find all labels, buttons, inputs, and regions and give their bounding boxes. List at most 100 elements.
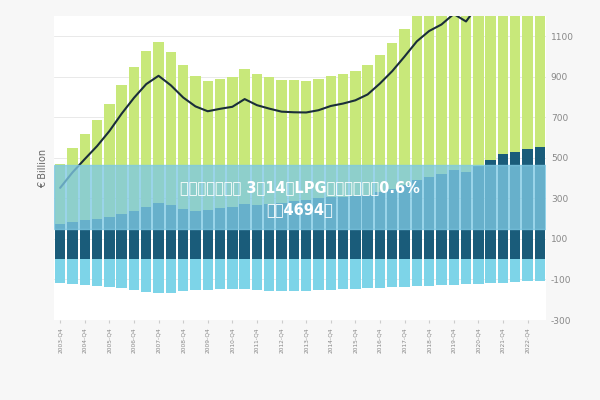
Bar	[436, 259, 446, 285]
Bar	[301, 259, 311, 291]
Bar	[485, 160, 496, 259]
Bar	[338, 74, 348, 197]
Bar	[190, 211, 200, 259]
Bar	[55, 164, 65, 224]
Bar	[80, 220, 90, 259]
Bar	[203, 81, 213, 210]
Bar	[461, 172, 471, 259]
Bar	[104, 217, 115, 259]
Bar	[510, 152, 520, 259]
Bar	[239, 69, 250, 204]
Bar	[326, 259, 336, 290]
Bar	[116, 214, 127, 259]
Bar	[104, 259, 115, 287]
Bar	[338, 259, 348, 289]
Bar	[473, 166, 484, 259]
Bar	[80, 259, 90, 285]
Bar	[190, 259, 200, 290]
Bar	[116, 85, 127, 214]
Bar	[510, 259, 520, 282]
Bar	[129, 67, 139, 210]
Bar	[523, 259, 533, 282]
Bar	[313, 79, 323, 198]
Bar	[461, 259, 471, 284]
Bar	[449, 259, 459, 285]
Bar	[424, 259, 434, 286]
Bar	[485, 259, 496, 283]
Bar	[387, 189, 397, 259]
Bar	[92, 259, 102, 286]
Bar	[400, 185, 410, 259]
Bar	[141, 207, 151, 259]
Bar	[239, 204, 250, 259]
Bar	[400, 29, 410, 185]
Bar	[203, 210, 213, 259]
Bar	[154, 259, 164, 293]
Bar	[362, 195, 373, 259]
Bar	[449, 170, 459, 259]
Bar	[141, 51, 151, 207]
Bar	[215, 208, 225, 259]
Bar	[498, 259, 508, 283]
Bar	[326, 76, 336, 197]
Bar	[362, 259, 373, 288]
Bar	[412, 14, 422, 180]
Bar	[67, 148, 77, 222]
Bar	[289, 259, 299, 291]
Bar	[215, 79, 225, 208]
Bar	[461, 0, 471, 172]
Bar	[375, 192, 385, 259]
Bar	[338, 197, 348, 259]
Bar	[301, 200, 311, 259]
Bar	[498, 0, 508, 154]
Bar	[412, 259, 422, 286]
Bar	[55, 224, 65, 259]
Bar	[264, 77, 274, 204]
Bar	[424, 5, 434, 176]
Bar	[67, 259, 77, 284]
Bar	[252, 74, 262, 206]
Bar	[523, 149, 533, 259]
Bar	[239, 259, 250, 289]
Bar	[54, 165, 546, 229]
Bar	[227, 206, 238, 259]
Bar	[535, 259, 545, 281]
Bar	[375, 55, 385, 192]
Bar	[252, 259, 262, 290]
Text: 炸股如何加杠杆 3月14日LPG期货收盘上涨0.6%: 炸股如何加杠杆 3月14日LPG期货收盘上涨0.6%	[180, 180, 420, 195]
Bar	[350, 71, 361, 196]
Bar	[301, 81, 311, 200]
Bar	[154, 204, 164, 259]
Bar	[436, 0, 446, 174]
Bar	[166, 206, 176, 259]
Bar	[498, 154, 508, 259]
Bar	[313, 259, 323, 290]
Bar	[264, 204, 274, 259]
Bar	[227, 259, 238, 289]
Bar	[313, 198, 323, 259]
Bar	[387, 259, 397, 287]
Bar	[104, 104, 115, 217]
Bar	[129, 210, 139, 259]
Bar	[375, 259, 385, 288]
Bar	[424, 176, 434, 259]
Bar	[535, 0, 545, 147]
Bar	[362, 66, 373, 195]
Bar	[277, 80, 287, 203]
Bar	[523, 0, 533, 149]
Bar	[141, 259, 151, 292]
Text: ，报4694元: ，报4694元	[266, 202, 334, 217]
Bar	[178, 259, 188, 291]
Bar	[387, 43, 397, 189]
Bar	[203, 259, 213, 290]
Bar	[510, 0, 520, 152]
Bar	[264, 259, 274, 291]
Bar	[154, 42, 164, 204]
Bar	[215, 259, 225, 289]
Bar	[166, 52, 176, 206]
Bar	[166, 259, 176, 293]
Bar	[436, 174, 446, 259]
Bar	[326, 197, 336, 259]
Bar	[485, 0, 496, 160]
Bar	[277, 259, 287, 291]
